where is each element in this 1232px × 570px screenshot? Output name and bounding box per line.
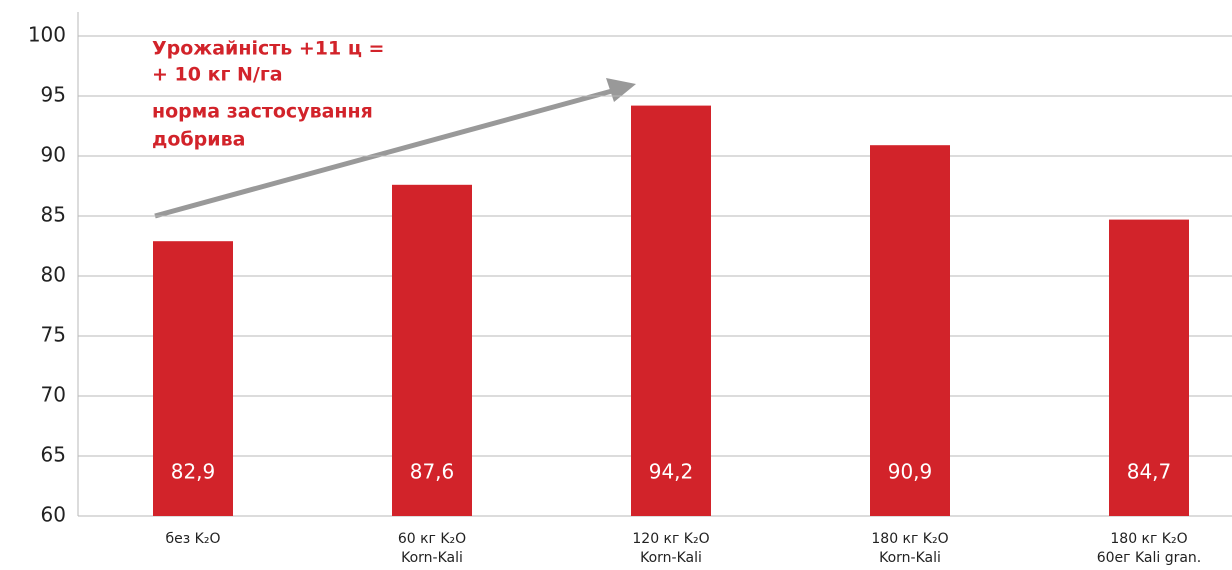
bar [392, 184, 472, 517]
x-tick-label: 120 кг K₂O [632, 531, 709, 547]
y-tick-label: 75 [41, 323, 66, 347]
bar [1109, 219, 1189, 516]
bar [153, 241, 233, 516]
y-tick-label: 95 [41, 83, 66, 107]
annotation: + 10 кг N/га [152, 64, 283, 86]
y-tick-label: 60 [41, 503, 66, 527]
bar [870, 145, 950, 516]
y-tick-label: 65 [41, 443, 66, 467]
annotation: Урожайність +11 ц = [152, 38, 384, 60]
annotation: норма застосування [152, 101, 373, 123]
x-tick-label: Korn-Kali [401, 550, 463, 566]
y-tick-label: 100 [28, 23, 66, 47]
x-tick-label: Korn-Kali [640, 550, 702, 566]
bar [631, 105, 711, 516]
x-tick-label: 60 кг K₂O [398, 531, 466, 547]
annotation: добрива [152, 129, 245, 151]
trend-arrow [154, 88, 613, 219]
y-tick-label: 70 [41, 383, 66, 407]
value-label: 82,9 [171, 460, 216, 484]
value-label: 87,6 [410, 460, 455, 484]
value-label: 84,7 [1127, 460, 1172, 484]
value-label: 94,2 [649, 460, 694, 484]
x-tick-label: 180 кг K₂O [871, 531, 948, 547]
arrow-head [606, 78, 636, 102]
x-tick-label: без K₂O [166, 531, 221, 547]
x-tick-label: 180 кг K₂O [1110, 531, 1187, 547]
value-label: 90,9 [888, 460, 933, 484]
x-tick-label: 60ег Kali gran. [1097, 550, 1202, 566]
x-tick-label: Korn-Kali [879, 550, 941, 566]
y-tick-label: 80 [41, 263, 66, 287]
y-tick-label: 85 [41, 203, 66, 227]
y-tick-label: 90 [41, 143, 66, 167]
